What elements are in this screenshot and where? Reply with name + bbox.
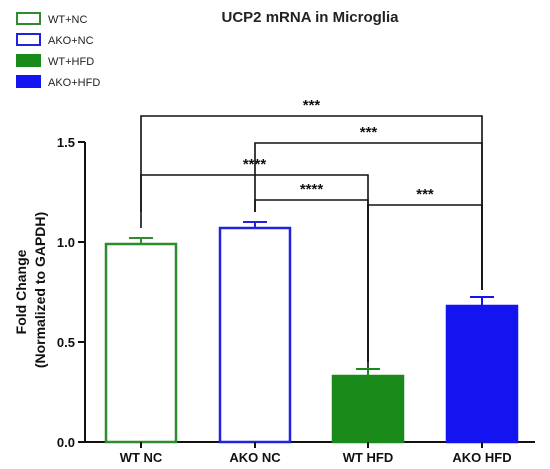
y-tick-label: 0.5 xyxy=(57,335,75,350)
legend-swatch xyxy=(16,75,41,88)
x-tick-label: WT HFD xyxy=(343,450,394,465)
legend-label: WT+NC xyxy=(48,14,87,26)
bar xyxy=(445,304,519,444)
x-tick-label: AKO HFD xyxy=(452,450,511,465)
significance-label: **** xyxy=(243,156,267,173)
chart-title: UCP2 mRNA in Microglia xyxy=(222,9,400,26)
significance-label: **** xyxy=(300,181,324,198)
y-tick-label: 0.0 xyxy=(57,435,75,450)
legend-label: WT+HFD xyxy=(48,56,94,68)
legend: WT+NC AKO+NC WT+HFD AKO+HFD xyxy=(16,12,100,89)
x-tick-label: WT NC xyxy=(120,450,163,465)
bar xyxy=(104,242,178,444)
bar xyxy=(331,374,405,444)
x-tick-label: AKO NC xyxy=(229,450,281,465)
significance-label: *** xyxy=(303,97,321,114)
legend-swatch xyxy=(16,33,41,46)
plot-area: 0.00.51.01.5WT NC AKO NC WT HFD AKO HFD****… xyxy=(57,97,535,465)
significance-bracket xyxy=(367,204,483,368)
significance-label: *** xyxy=(416,186,434,203)
y-tick-label: 1.5 xyxy=(57,135,75,150)
significance-label: *** xyxy=(360,124,378,141)
legend-label: AKO+NC xyxy=(48,35,94,47)
y-tick-label: 1.0 xyxy=(57,235,75,250)
legend-swatch xyxy=(16,54,41,67)
legend-swatch xyxy=(16,12,41,25)
significance-bracket xyxy=(140,115,483,290)
bar xyxy=(218,226,292,444)
y-axis-label: Fold Change (Normalized to GAPDH) xyxy=(13,212,48,368)
legend-label: AKO+HFD xyxy=(48,77,100,89)
